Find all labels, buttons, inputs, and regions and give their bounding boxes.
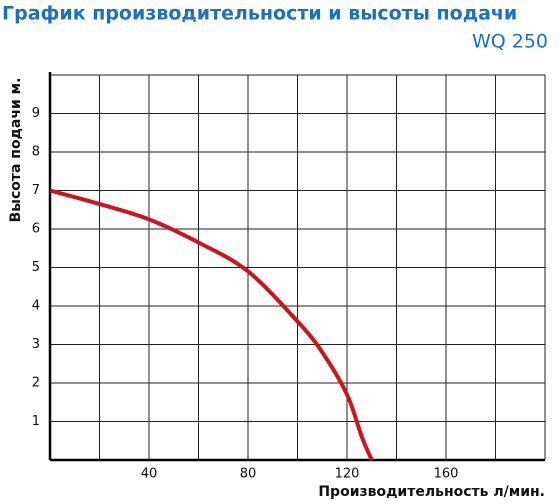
chart-title: График производительности и высоты подач…: [2, 3, 517, 25]
x-tick-label: 120: [335, 467, 360, 482]
y-tick-label: 3: [32, 337, 40, 352]
y-tick-label: 9: [32, 106, 40, 121]
x-tick-label: 40: [141, 467, 158, 482]
y-tick-label: 5: [32, 260, 40, 275]
x-axis-label: Производительность л/мин.: [318, 484, 545, 500]
y-tick-label: 4: [32, 299, 40, 314]
y-tick-label: 2: [32, 376, 40, 391]
y-axis-label: Высота подачи м.: [8, 78, 24, 223]
y-tick-label: 1: [32, 414, 40, 429]
curve: [49, 188, 374, 461]
x-tick-label: 160: [434, 467, 459, 482]
x-tick-label: 80: [240, 467, 257, 482]
y-tick-label: 8: [32, 145, 40, 160]
chart-subtitle: WQ 250: [472, 31, 548, 53]
y-tick-label: 7: [32, 183, 40, 198]
y-tick-label: 6: [32, 222, 40, 237]
